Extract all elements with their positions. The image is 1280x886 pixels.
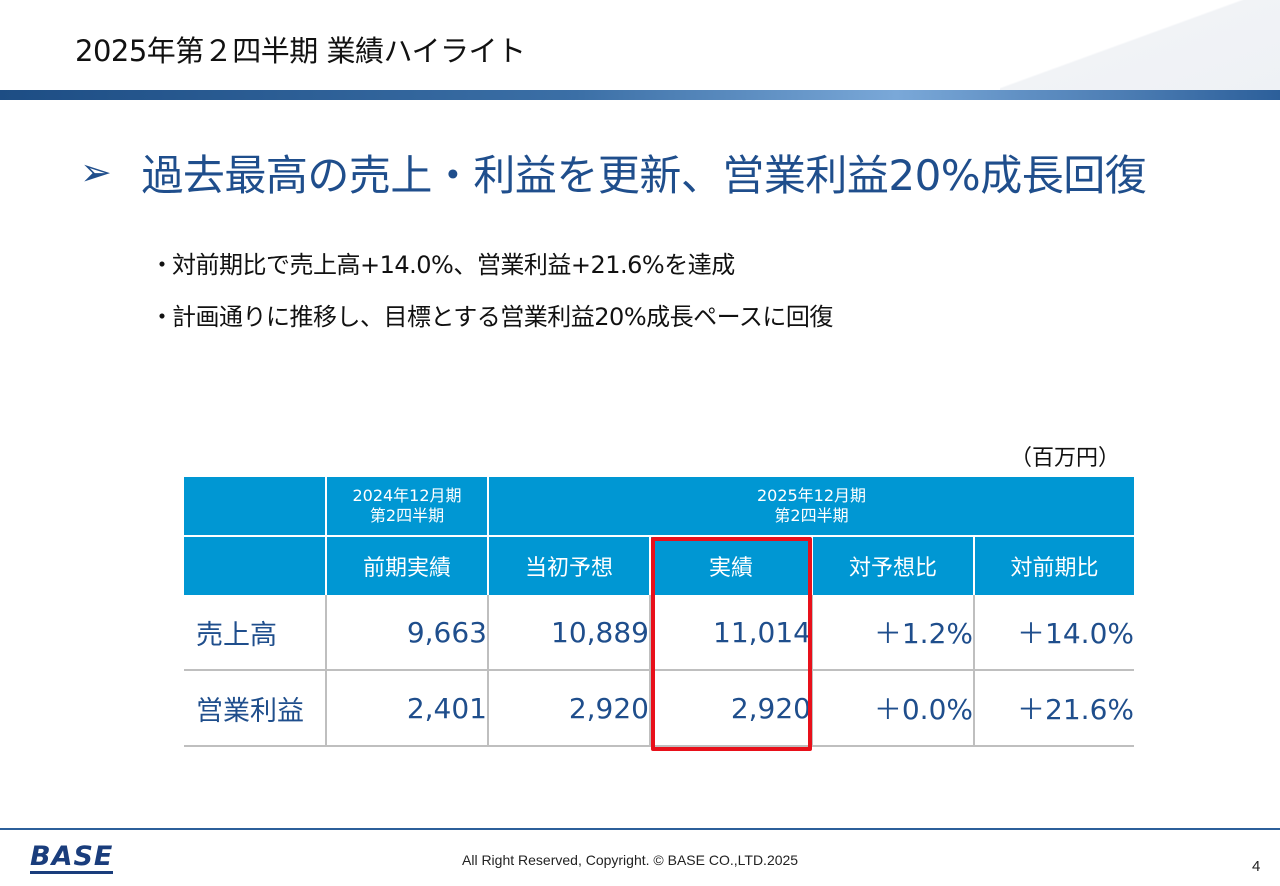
title-underline-bar [0, 90, 1280, 100]
footer-divider [0, 828, 1280, 830]
table-cell: 2,401 [326, 670, 489, 747]
column-header: 実績 [650, 536, 813, 595]
copyright-text: All Right Reserved, Copyright. © BASE CO… [462, 852, 799, 868]
column-header: 対前期比 [974, 536, 1134, 595]
headline-text: 過去最高の売上・利益を更新、営業利益20%成長回復 [141, 150, 1147, 200]
column-header: 前期実績 [326, 536, 489, 595]
base-logo: BASE [30, 841, 114, 874]
group-header-row: 2024年12月期 第2四半期 2025年12月期 第2四半期 [184, 477, 1134, 537]
bullet-text: 計画通りに推移し、目標とする営業利益20%成長ペースに回復 [172, 303, 833, 331]
group-header-fy2024: 2024年12月期 第2四半期 [326, 477, 489, 537]
group-header-fy2025: 2025年12月期 第2四半期 [488, 477, 1134, 537]
table-cell: ＋0.0% [812, 670, 975, 747]
bullet-text: 対前期比で売上高+14.0%、営業利益+21.6%を達成 [172, 251, 735, 279]
row-label: 営業利益 [184, 670, 327, 747]
table-cell: ＋14.0% [974, 595, 1134, 671]
bullet-dot: ・ [150, 303, 174, 331]
table-cell: 2,920 [650, 670, 813, 747]
table-cell: ＋21.6% [974, 670, 1134, 747]
unit-label: （百万円） [1010, 446, 1121, 471]
column-header-row: 前期実績 当初予想 実績 対予想比 対前期比 [184, 536, 1134, 595]
column-header: 当初予想 [488, 536, 651, 595]
column-header: 対予想比 [812, 536, 975, 595]
table-row: 営業利益 2,401 2,920 2,920 ＋0.0% ＋21.6% [184, 670, 1134, 747]
table-cell: ＋1.2% [812, 595, 975, 671]
table-row: 売上高 9,663 10,889 11,014 ＋1.2% ＋14.0% [184, 595, 1134, 671]
results-table: 2024年12月期 第2四半期 2025年12月期 第2四半期 前期実績 当初予… [184, 477, 1134, 747]
page-number: 4 [1252, 858, 1261, 875]
headline: ➢ 過去最高の売上・利益を更新、営業利益20%成長回復 [80, 142, 1147, 202]
header-blank-cell [184, 477, 327, 537]
table-cell: 9,663 [326, 595, 489, 671]
bullet-item: ・対前期比で売上高+14.0%、営業利益+21.6%を達成 [150, 245, 833, 297]
table-cell: 11,014 [650, 595, 813, 671]
corner-decoration [1000, 0, 1280, 92]
table-cell: 2,920 [488, 670, 651, 747]
bullet-list: ・対前期比で売上高+14.0%、営業利益+21.6%を達成 ・計画通りに推移し、… [150, 245, 833, 349]
table-cell: 10,889 [488, 595, 651, 671]
bullet-item: ・計画通りに推移し、目標とする営業利益20%成長ペースに回復 [150, 297, 833, 349]
row-label: 売上高 [184, 595, 327, 671]
header-blank-cell [184, 536, 327, 595]
arrow-bullet-icon: ➢ [80, 150, 112, 194]
slide-title: 2025年第２四半期 業績ハイライト [75, 34, 526, 68]
bullet-dot: ・ [150, 251, 174, 279]
